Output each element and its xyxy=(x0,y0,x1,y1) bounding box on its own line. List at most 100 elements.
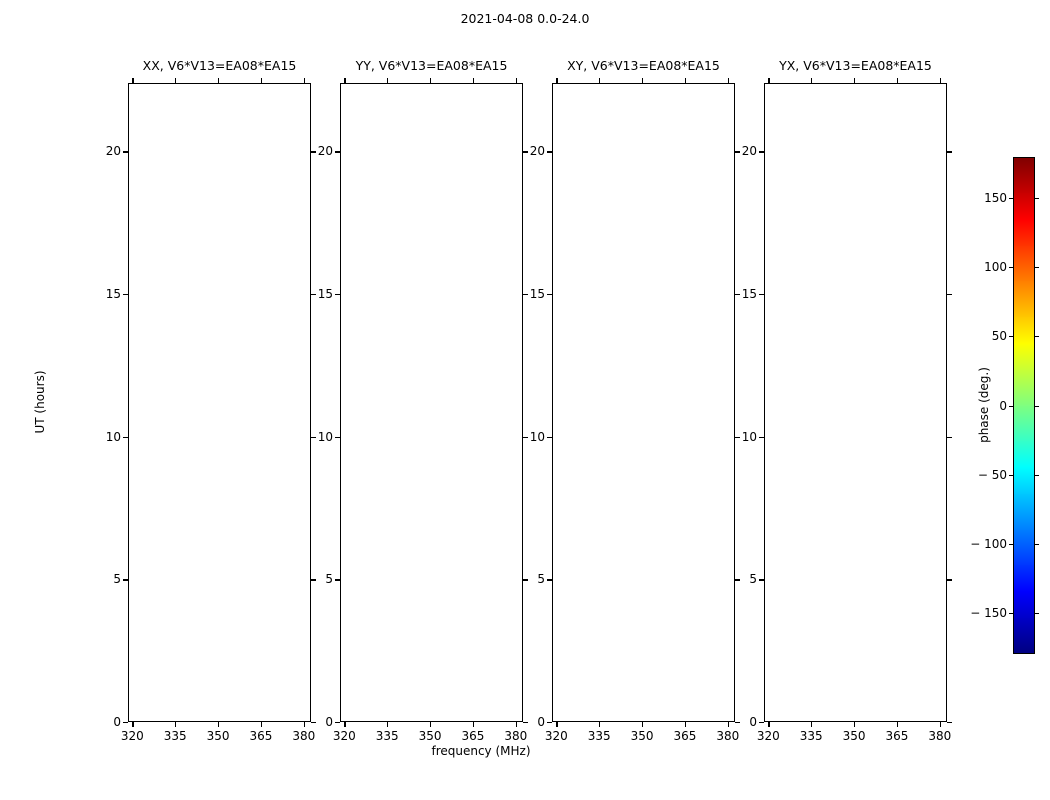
x-tick-yx-350 xyxy=(854,722,856,727)
panel-yx[interactable]: YX, V6*V13=EA08*EA15 0 5 10 15 20 320 335 350 365… xyxy=(742,58,952,743)
x-tick-xy-350 xyxy=(642,722,644,727)
x-tick-label-yx-380: 380 xyxy=(928,729,952,743)
y-tick-right-xy-5 xyxy=(735,579,740,581)
y-tick-label-xx-20: 20 xyxy=(105,144,121,159)
x-tick-yx-335 xyxy=(811,722,813,727)
y-tick-xx-5 xyxy=(123,579,128,581)
colorbar-tick-right-100 xyxy=(1035,267,1039,269)
y-tick-label-xx-15: 15 xyxy=(105,287,121,302)
x-tick-xy-320 xyxy=(556,722,558,727)
colorbar-tick-right-50 xyxy=(1035,336,1039,338)
y-tick-xx-20 xyxy=(123,151,128,153)
y-tick-label-xx-5: 5 xyxy=(113,572,121,587)
y-tick-yx-5 xyxy=(759,579,764,581)
y-tick-right-yy-10 xyxy=(523,436,528,439)
colorbar-tick-right--150 xyxy=(1035,612,1039,614)
x-tick-top-yy-380 xyxy=(515,78,518,83)
colorbar-tick-right-0 xyxy=(1035,405,1039,407)
panel-xx[interactable]: XX, V6*V13=EA08*EA15 0 5 10 15 20 320 335 350 365… xyxy=(106,58,316,743)
x-tick-label-yy-380: 380 xyxy=(504,729,528,743)
colorbar-tick--50 xyxy=(1009,474,1013,476)
x-axis-title: frequency (MHz) xyxy=(0,744,1050,758)
y-tick-label-yy-10: 10 xyxy=(317,429,333,444)
y-tick-label-xx-10: 10 xyxy=(105,429,121,444)
panel-title-xx: XX, V6*V13=EA08*EA15 xyxy=(142,58,297,73)
y-tick-right-yx-20 xyxy=(947,151,952,153)
x-tick-xy-380 xyxy=(727,722,730,727)
x-tick-xx-365 xyxy=(260,722,263,727)
y-tick-label-xx-0: 0 xyxy=(113,715,121,729)
y-tick-xy-15 xyxy=(547,294,552,296)
colorbar-tick-right--50 xyxy=(1035,474,1039,476)
colorbar-tick-label-150: 150 xyxy=(984,191,1007,206)
y-tick-xx-10 xyxy=(123,436,128,439)
x-tick-top-yx-380 xyxy=(939,78,942,83)
y-tick-right-yx-10 xyxy=(947,436,952,439)
y-tick-yy-10 xyxy=(335,436,340,439)
x-tick-label-xy-335: 335 xyxy=(587,729,611,743)
y-tick-right-yy-15 xyxy=(523,294,528,296)
x-tick-label-xy-365: 365 xyxy=(673,729,697,743)
figure-suptitle: 2021-04-08 0.0-24.0 xyxy=(460,11,590,26)
y-tick-right-yx-5 xyxy=(947,579,952,581)
x-tick-label-xx-335: 335 xyxy=(163,729,187,743)
panel-yy[interactable]: YY, V6*V13=EA08*EA15 0 5 10 15 20 320 335 350 365… xyxy=(318,58,528,743)
colorbar-tick-label--50: − 50 xyxy=(977,467,1007,482)
panel-frame-yy xyxy=(340,83,523,722)
x-tick-top-xy-350 xyxy=(642,78,644,83)
y-tick-label-yy-15: 15 xyxy=(317,287,333,302)
x-tick-top-yx-365 xyxy=(896,78,899,83)
y-tick-yx-15 xyxy=(759,294,764,296)
x-tick-top-xx-335 xyxy=(175,78,177,83)
x-tick-yy-380 xyxy=(515,722,518,727)
y-tick-xy-10 xyxy=(547,436,552,439)
panel-frame-yx xyxy=(764,83,947,722)
x-tick-top-xx-350 xyxy=(218,78,220,83)
x-tick-yy-350 xyxy=(430,722,432,727)
x-tick-xx-350 xyxy=(218,722,220,727)
y-tick-label-xy-0: 0 xyxy=(537,715,545,729)
colorbar-tick-right--100 xyxy=(1035,543,1039,545)
x-tick-label-yy-350: 350 xyxy=(418,729,442,743)
x-tick-top-yx-320 xyxy=(768,78,770,83)
x-tick-label-yx-320: 320 xyxy=(756,729,780,743)
x-tick-xx-320 xyxy=(132,722,134,727)
x-tick-label-yy-320: 320 xyxy=(332,729,356,743)
colorbar-tick-150 xyxy=(1009,198,1013,200)
x-tick-top-xx-380 xyxy=(303,78,306,83)
colorbar-tick-label-50: 50 xyxy=(991,329,1007,344)
colorbar-tick-50 xyxy=(1009,336,1013,338)
x-tick-yy-335 xyxy=(387,722,389,727)
x-tick-label-yy-365: 365 xyxy=(461,729,485,743)
x-tick-top-yy-350 xyxy=(430,78,432,83)
x-tick-label-yy-335: 335 xyxy=(375,729,399,743)
x-tick-yx-365 xyxy=(896,722,899,727)
x-tick-label-xx-320: 320 xyxy=(120,729,144,743)
y-tick-right-yx-15 xyxy=(947,294,952,296)
y-tick-label-xy-10: 10 xyxy=(529,429,545,444)
colorbar[interactable]: 150 100 50 0 − 50 − 100 − 150 xyxy=(970,157,1039,654)
panel-xy[interactable]: XY, V6*V13=EA08*EA15 0 5 10 15 20 320 335 350 365… xyxy=(530,58,740,743)
colorbar-tick-0 xyxy=(1009,405,1013,407)
y-tick-yy-20 xyxy=(335,151,340,153)
x-tick-label-xy-350: 350 xyxy=(630,729,654,743)
x-tick-top-xy-365 xyxy=(684,78,687,83)
x-tick-xy-335 xyxy=(599,722,601,727)
y-tick-label-yx-5: 5 xyxy=(749,572,757,587)
y-axis-title: UT (hours) xyxy=(33,370,47,434)
x-tick-yy-365 xyxy=(472,722,475,727)
colorbar-tick--150 xyxy=(1009,612,1013,614)
colorbar-title: phase (deg.) xyxy=(977,367,991,443)
y-tick-xy-20 xyxy=(547,151,552,153)
y-tick-right-xy-0 xyxy=(735,722,740,724)
panel-frame-xy xyxy=(552,83,735,722)
y-tick-label-yx-10: 10 xyxy=(741,429,757,444)
colorbar-tick-label--150: − 150 xyxy=(970,605,1007,620)
x-tick-top-xy-320 xyxy=(556,78,558,83)
colorbar-tick-label-100: 100 xyxy=(984,260,1007,275)
colorbar-tick--100 xyxy=(1009,543,1013,545)
x-tick-xx-380 xyxy=(303,722,306,727)
x-tick-label-xx-380: 380 xyxy=(292,729,316,743)
y-tick-xx-15 xyxy=(123,294,128,296)
